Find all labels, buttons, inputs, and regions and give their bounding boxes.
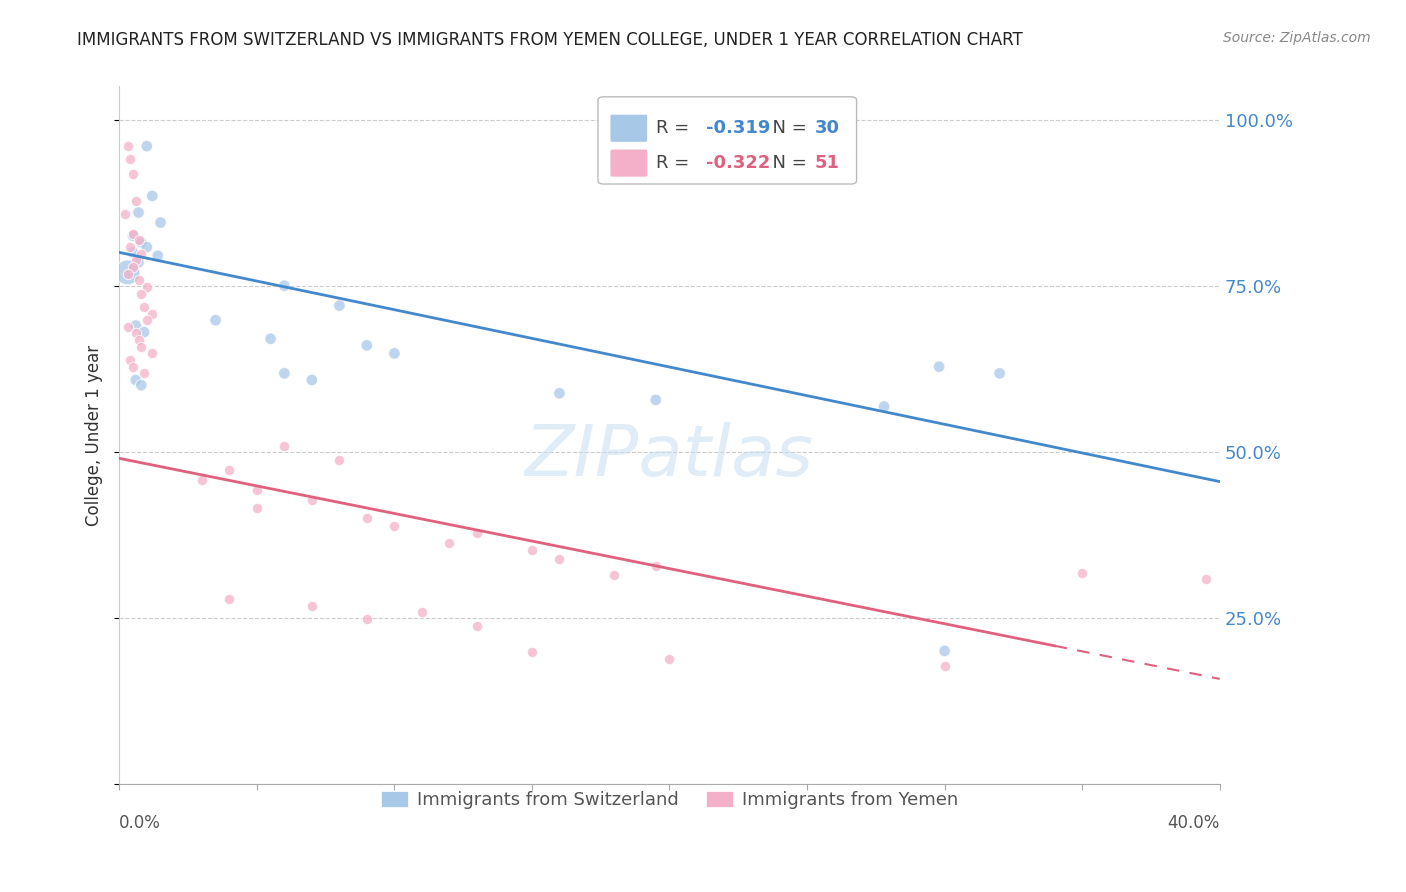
Point bbox=[141, 307, 163, 321]
Point bbox=[125, 194, 148, 208]
Point bbox=[128, 255, 150, 269]
Point bbox=[548, 552, 571, 566]
Point bbox=[132, 300, 155, 314]
Point bbox=[644, 558, 666, 573]
Point bbox=[644, 392, 666, 407]
Point bbox=[934, 658, 956, 673]
Text: 51: 51 bbox=[814, 154, 839, 172]
Point bbox=[132, 325, 155, 339]
Point bbox=[246, 501, 269, 516]
Point bbox=[384, 519, 406, 533]
Point bbox=[218, 592, 240, 607]
Point bbox=[125, 253, 148, 268]
Point bbox=[128, 234, 150, 248]
Point bbox=[928, 359, 950, 374]
Point bbox=[439, 536, 461, 550]
Text: 30: 30 bbox=[814, 120, 839, 137]
Point bbox=[465, 619, 488, 633]
Point bbox=[204, 313, 226, 327]
Point bbox=[135, 280, 157, 294]
FancyBboxPatch shape bbox=[610, 114, 648, 142]
Point bbox=[356, 338, 378, 352]
Point bbox=[548, 386, 571, 401]
Text: 40.0%: 40.0% bbox=[1167, 814, 1220, 832]
Point bbox=[603, 567, 626, 582]
Point bbox=[328, 452, 350, 467]
Point bbox=[301, 599, 323, 613]
Point bbox=[132, 367, 155, 381]
Point bbox=[934, 644, 956, 658]
Point bbox=[129, 246, 152, 260]
Point bbox=[1195, 572, 1218, 586]
Point bbox=[129, 378, 152, 392]
Point bbox=[135, 139, 157, 153]
Point bbox=[125, 326, 148, 341]
Point bbox=[117, 319, 139, 334]
Point bbox=[273, 439, 295, 453]
Point bbox=[114, 207, 136, 221]
Text: R =: R = bbox=[657, 120, 696, 137]
Text: IMMIGRANTS FROM SWITZERLAND VS IMMIGRANTS FROM YEMEN COLLEGE, UNDER 1 YEAR CORRE: IMMIGRANTS FROM SWITZERLAND VS IMMIGRANT… bbox=[77, 31, 1024, 49]
Point bbox=[120, 240, 142, 254]
Point bbox=[128, 273, 150, 287]
Text: N =: N = bbox=[761, 154, 813, 172]
Point bbox=[117, 267, 139, 281]
Point bbox=[988, 367, 1011, 381]
Point bbox=[301, 492, 323, 507]
Text: R =: R = bbox=[657, 154, 696, 172]
Point bbox=[191, 473, 214, 487]
Point bbox=[117, 265, 139, 279]
Point bbox=[141, 189, 163, 203]
Point bbox=[520, 645, 543, 659]
Point bbox=[129, 286, 152, 301]
Point bbox=[122, 227, 145, 241]
Point bbox=[120, 353, 142, 368]
Text: Source: ZipAtlas.com: Source: ZipAtlas.com bbox=[1223, 31, 1371, 45]
Point bbox=[356, 511, 378, 525]
Point bbox=[273, 367, 295, 381]
Point bbox=[465, 525, 488, 540]
Point bbox=[301, 373, 323, 387]
Point bbox=[122, 167, 145, 181]
Y-axis label: College, Under 1 year: College, Under 1 year bbox=[86, 344, 103, 525]
Point bbox=[128, 205, 150, 219]
Text: 0.0%: 0.0% bbox=[120, 814, 162, 832]
Point bbox=[246, 483, 269, 498]
Point bbox=[122, 359, 145, 374]
Point bbox=[135, 240, 157, 254]
Point bbox=[122, 228, 145, 243]
Point bbox=[141, 346, 163, 360]
Point bbox=[411, 606, 433, 620]
Legend: Immigrants from Switzerland, Immigrants from Yemen: Immigrants from Switzerland, Immigrants … bbox=[374, 784, 966, 817]
Point bbox=[149, 215, 172, 229]
Point bbox=[273, 278, 295, 293]
Point bbox=[658, 652, 681, 666]
Point bbox=[125, 373, 148, 387]
Point bbox=[328, 299, 350, 313]
Point bbox=[259, 332, 281, 346]
Point bbox=[356, 612, 378, 626]
Point bbox=[125, 318, 148, 333]
Point bbox=[122, 260, 145, 274]
Point bbox=[122, 245, 145, 260]
Point bbox=[218, 463, 240, 477]
Point bbox=[128, 333, 150, 347]
Point bbox=[1071, 566, 1094, 580]
Point bbox=[129, 340, 152, 354]
Point bbox=[520, 543, 543, 558]
Point bbox=[120, 153, 142, 167]
Text: -0.319: -0.319 bbox=[706, 120, 770, 137]
Text: ZIPatlas: ZIPatlas bbox=[524, 422, 814, 491]
Point bbox=[384, 346, 406, 360]
Text: -0.322: -0.322 bbox=[706, 154, 770, 172]
Point bbox=[873, 400, 896, 414]
Point bbox=[129, 235, 152, 250]
FancyBboxPatch shape bbox=[610, 149, 648, 177]
Point bbox=[135, 313, 157, 327]
Point bbox=[146, 249, 169, 263]
Point bbox=[117, 139, 139, 153]
FancyBboxPatch shape bbox=[598, 97, 856, 184]
Text: N =: N = bbox=[761, 120, 813, 137]
